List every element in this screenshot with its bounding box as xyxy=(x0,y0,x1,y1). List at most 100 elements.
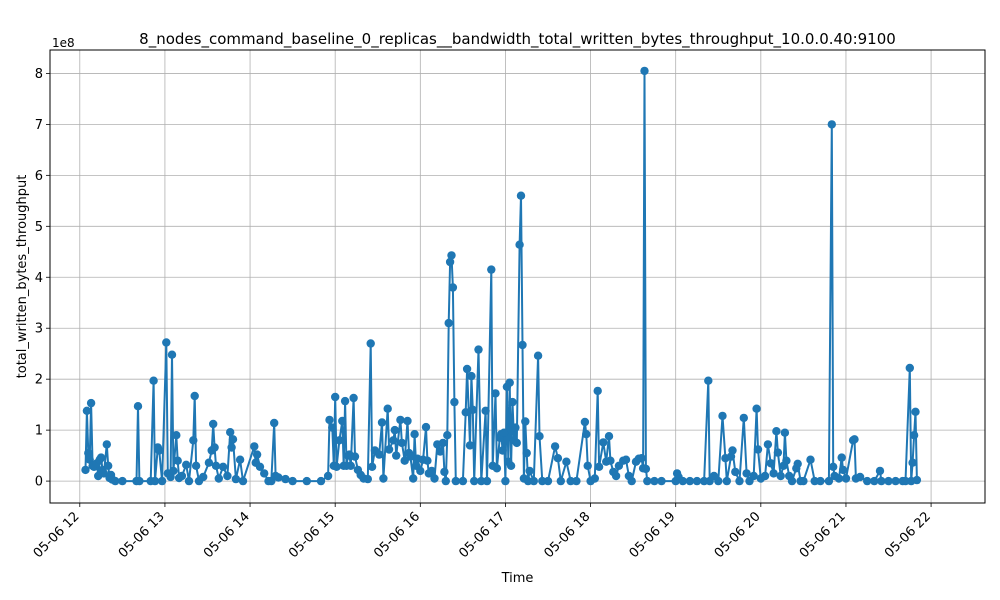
data-point xyxy=(482,476,492,486)
data-point xyxy=(231,474,241,484)
data-point xyxy=(86,398,96,408)
data-point xyxy=(911,407,920,416)
data-point xyxy=(593,386,602,396)
data-point xyxy=(375,450,384,459)
data-point xyxy=(529,476,538,486)
data-point xyxy=(905,363,914,373)
data-point xyxy=(525,466,534,476)
x-tick-label: 05-06 18 xyxy=(541,509,593,561)
data-point xyxy=(396,415,405,425)
data-point xyxy=(816,476,825,486)
data-point xyxy=(594,462,604,471)
x-tick-label: 05-06 16 xyxy=(371,509,423,561)
data-point xyxy=(210,443,219,452)
data-point xyxy=(430,474,439,483)
data-point xyxy=(184,476,194,486)
data-point xyxy=(338,416,347,426)
data-point xyxy=(443,431,452,440)
data-point xyxy=(209,419,218,429)
data-point xyxy=(252,450,262,459)
data-point xyxy=(444,318,453,328)
data-point xyxy=(250,442,259,451)
data-point xyxy=(650,476,659,486)
data-point xyxy=(223,471,232,481)
data-point xyxy=(332,462,341,471)
y-tick-label: 7 xyxy=(35,118,43,133)
data-point xyxy=(99,469,109,478)
data-point xyxy=(562,457,571,466)
data-point xyxy=(447,251,456,260)
data-point xyxy=(325,415,334,425)
data-point xyxy=(458,476,468,486)
data-point xyxy=(553,454,563,463)
data-point xyxy=(288,476,297,486)
data-point xyxy=(451,476,460,486)
data-point xyxy=(640,66,649,76)
data-point xyxy=(799,476,808,486)
data-point xyxy=(150,476,160,486)
data-point xyxy=(366,339,375,348)
data-point xyxy=(218,462,228,471)
data-point xyxy=(448,283,458,292)
data-point xyxy=(328,423,337,432)
data-point xyxy=(829,462,838,471)
y-axis-label: total_written_bytes_throughput xyxy=(15,175,30,379)
x-tick-label: 05-06 15 xyxy=(286,509,338,561)
data-point xyxy=(780,428,790,437)
x-tick-label: 05-06 20 xyxy=(712,509,764,561)
series-line xyxy=(84,69,918,483)
data-point xyxy=(189,436,198,445)
data-point xyxy=(824,476,834,486)
data-point xyxy=(468,405,477,414)
data-point xyxy=(421,422,431,432)
data-point xyxy=(190,391,199,401)
data-point xyxy=(505,378,514,387)
data-point xyxy=(657,476,666,486)
data-point xyxy=(875,466,885,476)
data-point xyxy=(782,456,791,465)
data-point xyxy=(827,120,836,129)
data-point xyxy=(182,460,191,469)
data-point xyxy=(481,406,490,415)
data-point xyxy=(841,474,851,483)
data-point xyxy=(238,476,248,486)
data-point xyxy=(870,476,879,486)
data-point xyxy=(692,476,702,486)
data-point xyxy=(637,454,646,463)
data-point xyxy=(491,389,500,398)
data-point xyxy=(118,476,127,486)
data-point xyxy=(543,476,553,486)
data-point xyxy=(772,427,781,436)
data-point xyxy=(204,458,214,467)
data-point xyxy=(470,476,479,486)
data-point xyxy=(403,416,412,426)
data-point xyxy=(350,452,360,461)
data-point xyxy=(621,455,631,464)
data-point xyxy=(533,351,543,360)
data-point xyxy=(742,469,751,478)
data-point xyxy=(508,397,517,407)
x-tick-label: 05-06 13 xyxy=(116,509,168,561)
data-point xyxy=(82,406,92,415)
data-point xyxy=(155,446,164,455)
data-point xyxy=(766,459,775,468)
x-tick-label: 05-06 17 xyxy=(456,509,508,561)
data-point xyxy=(162,338,171,347)
data-point xyxy=(260,469,269,478)
data-point xyxy=(346,461,355,470)
data-point xyxy=(590,474,599,483)
data-point xyxy=(340,396,350,406)
data-point xyxy=(384,445,394,454)
data-point xyxy=(572,476,581,486)
data-point xyxy=(793,459,802,468)
data-point xyxy=(335,436,344,445)
data-point xyxy=(749,471,758,481)
y-tick-label: 1 xyxy=(35,424,43,439)
data-point xyxy=(389,436,398,445)
data-point xyxy=(316,476,326,486)
data-point xyxy=(149,376,158,385)
data-point xyxy=(173,456,182,465)
data-point xyxy=(912,475,922,485)
data-point xyxy=(773,448,783,457)
